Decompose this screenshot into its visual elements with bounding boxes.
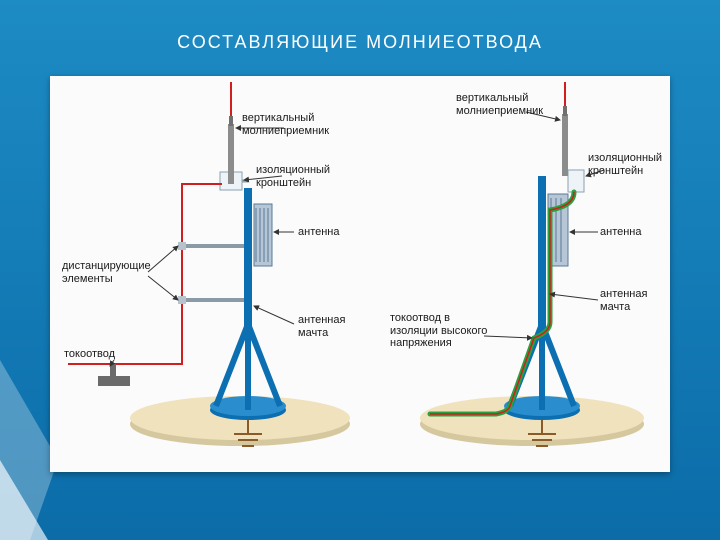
- left-diagram: вертикальный молниеприемник изоляционный…: [50, 76, 360, 472]
- label-antenna-right: антенна: [600, 226, 642, 239]
- label-receiver-left: вертикальный молниеприемник: [242, 112, 329, 137]
- label-downlead-right: токоотвод в изоляции высокого напряжения: [390, 312, 487, 350]
- label-antenna-left: антенна: [298, 226, 340, 239]
- slide-root: СОСТАВЛЯЮЩИЕ МОЛНИЕОТВОДА: [0, 0, 720, 540]
- right-diagram: вертикальный молниеприемник изоляционный…: [360, 76, 670, 472]
- label-downlead-left: токоотвод: [64, 348, 115, 361]
- label-mast-left: антенная мачта: [298, 314, 345, 339]
- label-spacers: дистанцирующие элементы: [62, 260, 151, 285]
- label-insulator-left: изоляционный кронштейн: [256, 164, 330, 189]
- label-mast-right: антенная мачта: [600, 288, 647, 313]
- label-receiver-right: вертикальный молниеприемник: [456, 92, 543, 117]
- slide-title: СОСТАВЛЯЮЩИЕ МОЛНИЕОТВОДА: [0, 32, 720, 53]
- diagram-panel: вертикальный молниеприемник изоляционный…: [50, 76, 670, 472]
- right-svg: [360, 76, 670, 472]
- label-insulator-right: изоляционный кронштейн: [588, 152, 662, 177]
